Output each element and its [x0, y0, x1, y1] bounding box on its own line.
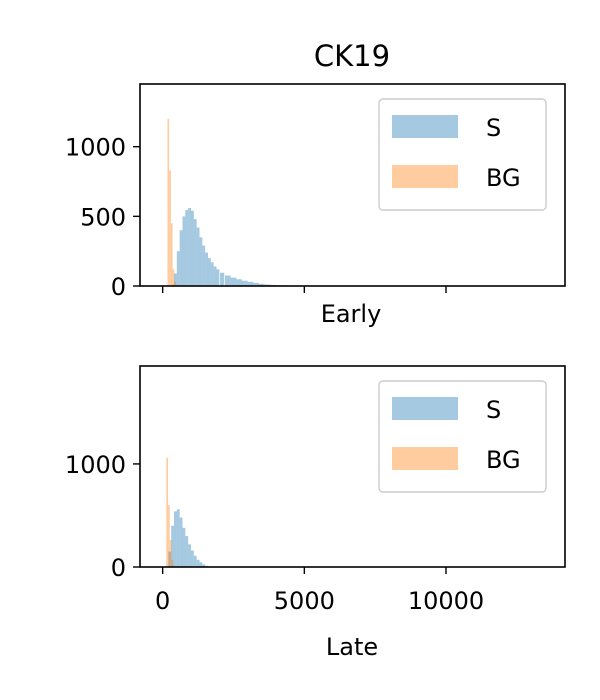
histogram-bar-s — [205, 252, 208, 286]
histogram-bar-bg — [166, 457, 169, 567]
histogram-bar-bg — [170, 223, 173, 286]
y-tick-label: 1000 — [65, 451, 126, 479]
histogram-bar-bg — [169, 170, 171, 286]
axes-frame — [139, 83, 566, 287]
late-histogram-panel: 0 5000 10000 0 1000 Late S BG — [65, 365, 566, 661]
histogram-bar-s — [191, 550, 194, 567]
histogram-bar-bg — [167, 118, 170, 287]
histogram-bar-s — [216, 269, 220, 286]
histogram-bar-bg — [171, 559, 174, 567]
histogram-bar-s — [176, 509, 180, 567]
early-histogram-panel: 0 500 1000 Early S BG — [65, 83, 566, 328]
histogram-bar-s — [188, 544, 191, 567]
histogram-bar-s — [196, 227, 200, 286]
histogram-bar-s — [176, 251, 180, 286]
histogram-bar-s — [220, 272, 225, 286]
legend-swatch-bg — [392, 447, 458, 470]
histogram-bar-s — [208, 258, 211, 286]
histogram-bar-s — [191, 210, 194, 286]
legend-label: BG — [486, 164, 521, 192]
histogram-bar-s — [179, 230, 183, 286]
histogram-bar-s — [182, 216, 186, 286]
y-tick-label: 0 — [111, 554, 126, 582]
histogram-bar-bg — [168, 505, 170, 567]
histogram-bar-bg — [172, 269, 175, 286]
histogram-bar-s — [210, 262, 214, 286]
histogram-bar-s — [174, 273, 177, 286]
x-axis-label: Late — [326, 633, 378, 661]
histogram-bar-s — [202, 564, 206, 567]
histogram-bar-s — [188, 207, 191, 286]
x-tick-label: 10000 — [408, 587, 484, 615]
y-tick-label: 0 — [111, 273, 126, 301]
axes-frame — [139, 365, 566, 568]
histogram-bar-s — [202, 245, 206, 286]
histogram-bar-s — [199, 562, 203, 567]
legend-label: BG — [486, 446, 521, 474]
histogram-bar-s — [185, 536, 189, 567]
histogram-bar-s — [182, 527, 186, 567]
x-tick-label: 5000 — [274, 587, 335, 615]
histogram-bar-s — [193, 219, 197, 286]
histogram-bar-s — [168, 551, 172, 567]
histogram-bar-s — [242, 280, 248, 286]
x-tick-label: 0 — [155, 587, 170, 615]
histogram-bar-s — [199, 237, 203, 286]
legend-swatch-s — [392, 115, 458, 138]
histogram-bar-s — [179, 517, 183, 567]
y-tick-label: 1000 — [65, 134, 126, 162]
histogram-bar-s — [171, 525, 174, 567]
histogram-bar-s — [185, 210, 189, 286]
histogram-bar-s — [213, 266, 217, 286]
histogram-bar-bg — [169, 540, 172, 567]
histogram-bar-bg — [174, 281, 176, 286]
legend-label: S — [486, 396, 501, 424]
legend-box — [378, 98, 547, 211]
histogram-bar-s — [259, 283, 265, 286]
y-tick-label: 500 — [80, 203, 126, 231]
histogram-bar-s — [196, 559, 200, 567]
legend-swatch-s — [392, 397, 458, 420]
histogram-bar-s — [247, 281, 254, 286]
histogram-bar-s — [225, 275, 231, 286]
x-axis-label: Early — [321, 300, 382, 328]
chart-title: CK19 — [314, 39, 390, 73]
legend-label: S — [486, 114, 501, 142]
histogram-bar-s — [236, 279, 242, 286]
histogram-bar-s — [230, 277, 237, 286]
legend-box — [378, 380, 547, 493]
histogram-bar-s — [253, 282, 259, 286]
histogram-bar-s — [174, 511, 177, 567]
histogram-bar-s — [193, 555, 197, 567]
legend-swatch-bg — [392, 165, 458, 188]
